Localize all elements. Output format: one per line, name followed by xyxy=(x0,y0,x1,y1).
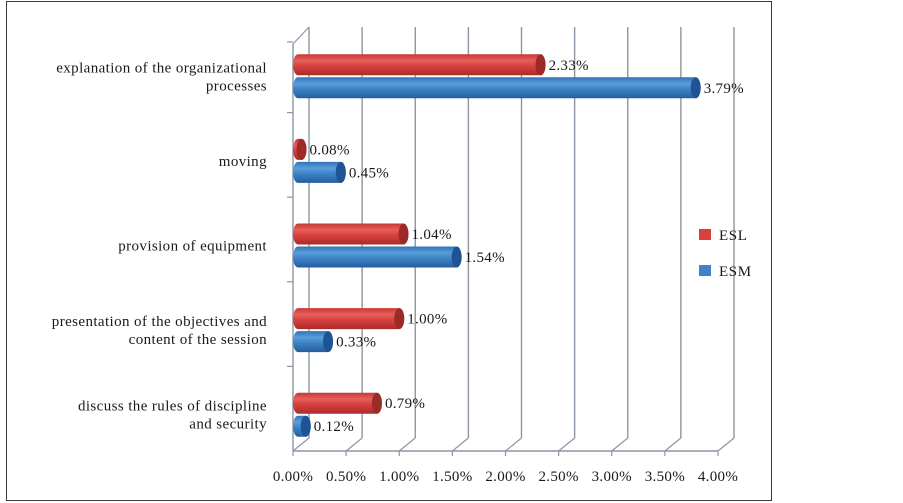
data-label: 0.45% xyxy=(349,165,389,181)
data-label: 0.12% xyxy=(314,419,354,435)
legend-swatch-esl xyxy=(699,229,711,240)
bar-body xyxy=(293,392,382,414)
bar-cap xyxy=(394,308,405,330)
bar-cap xyxy=(451,246,462,268)
floor-gridline xyxy=(292,437,310,452)
category-label: presentation of the objectives and xyxy=(52,314,267,330)
bar-esm xyxy=(293,77,701,99)
legend-label-esm: ESM xyxy=(719,264,752,280)
category-label: content of the session xyxy=(129,332,267,348)
data-label: 1.04% xyxy=(412,227,452,243)
bar-esl xyxy=(293,308,405,330)
floor-gridline xyxy=(451,437,469,452)
data-label: 3.79% xyxy=(704,81,744,97)
labels: 0.00% 0.50% 1.00% 1.50% 2.00% 2.50% 3.00% 3.50%… xyxy=(52,58,744,485)
x-tick-label: 3.50% xyxy=(645,469,685,485)
bars xyxy=(293,54,701,437)
floor-gridline xyxy=(345,437,363,452)
bar-body xyxy=(293,308,405,330)
category-label: explanation of the organizational xyxy=(56,60,267,76)
bar-body xyxy=(293,161,346,183)
bar-esl xyxy=(293,138,307,160)
bar-esm xyxy=(293,246,462,268)
x-tick-label: 2.00% xyxy=(485,469,525,485)
bar-body xyxy=(293,77,701,99)
legend-swatch-esm xyxy=(699,265,711,276)
category-label: processes xyxy=(206,78,267,94)
x-tick-label: 1.00% xyxy=(379,469,419,485)
bar-body xyxy=(293,54,546,76)
floor-gridline xyxy=(505,437,522,452)
legend: ESL ESM xyxy=(699,228,752,280)
bar-body xyxy=(293,246,462,268)
x-tick-label: 3.00% xyxy=(592,469,632,485)
data-label: 0.08% xyxy=(310,142,350,158)
category-label: provision of equipment xyxy=(118,239,267,255)
data-label: 0.33% xyxy=(336,335,376,351)
axes xyxy=(287,26,719,456)
y-axis-top-edge xyxy=(292,26,310,45)
data-label: 1.00% xyxy=(407,312,447,328)
x-tick-label: 1.50% xyxy=(432,469,472,485)
legend-label-esl: ESL xyxy=(719,228,747,244)
x-tick-label: 0.00% xyxy=(273,469,313,485)
category-label: discuss the rules of discipline xyxy=(78,399,267,415)
bar-esl xyxy=(293,223,409,245)
x-tick-label: 0.50% xyxy=(326,469,366,485)
category-label: moving xyxy=(219,154,267,170)
floor-gridline xyxy=(398,437,416,452)
bar-esl xyxy=(293,54,546,76)
floor-gridline xyxy=(558,437,576,452)
data-label: 0.79% xyxy=(385,396,425,412)
bar-esm xyxy=(293,161,346,183)
bar-cap xyxy=(535,54,546,76)
floor-gridline xyxy=(611,437,629,452)
bar-esl xyxy=(293,392,382,414)
bar-cap xyxy=(323,331,334,353)
bar-cap xyxy=(296,138,307,160)
bar-cap xyxy=(300,415,311,437)
bar-cap xyxy=(371,392,382,414)
bar-cap xyxy=(690,77,701,99)
floor-gridline xyxy=(664,437,682,452)
data-label: 2.33% xyxy=(549,58,589,74)
bar-cap xyxy=(335,161,346,183)
bar-esm xyxy=(293,331,334,353)
bar-body xyxy=(293,223,409,245)
x-tick-label: 4.00% xyxy=(698,469,738,485)
x-tick-label: 2.50% xyxy=(539,469,579,485)
category-label: and security xyxy=(189,417,267,433)
data-label: 1.54% xyxy=(465,250,505,266)
bar-esm xyxy=(293,415,311,437)
bar-body xyxy=(293,331,334,353)
floor-gridline xyxy=(717,437,735,452)
bar-cap xyxy=(398,223,409,245)
